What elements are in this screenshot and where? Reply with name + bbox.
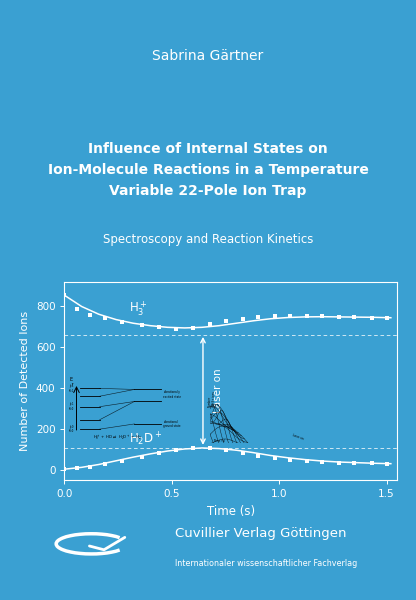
Text: Internationaler wissenschaftlicher Fachverlag: Internationaler wissenschaftlicher Fachv… <box>175 559 357 568</box>
Text: Laser on: Laser on <box>213 368 223 413</box>
Text: vibrationally
excited state: vibrationally excited state <box>163 391 182 399</box>
Text: ↑: ↑ <box>70 383 74 387</box>
Text: H$_2$D$^+$: H$_2$D$^+$ <box>129 431 162 448</box>
Text: J=1
K=1: J=1 K=1 <box>69 384 74 392</box>
Text: Number
of H3+ ions: Number of H3+ ions <box>208 391 216 407</box>
Text: H$_3^+$: H$_3^+$ <box>129 299 147 318</box>
Text: J=0
K=0: J=0 K=0 <box>69 425 74 433</box>
Text: vibrational
ground state: vibrational ground state <box>163 419 181 428</box>
Text: Time (s): Time (s) <box>213 439 225 443</box>
Y-axis label: Number of Detected Ions: Number of Detected Ions <box>20 311 30 451</box>
Text: Spectroscopy and Reaction Kinetics: Spectroscopy and Reaction Kinetics <box>103 233 313 247</box>
Text: Influence of Internal States on
Ion-Molecule Reactions in a Temperature
Variable: Influence of Internal States on Ion-Mole… <box>47 142 369 197</box>
Text: Laser on: Laser on <box>292 433 304 441</box>
Text: E: E <box>70 377 73 382</box>
Text: Cuvillier Verlag Göttingen: Cuvillier Verlag Göttingen <box>175 527 346 539</box>
Text: J=1
K=0: J=1 K=0 <box>69 403 74 411</box>
Text: Sabrina Gärtner: Sabrina Gärtner <box>152 49 264 63</box>
X-axis label: Time (s): Time (s) <box>207 505 255 518</box>
Text: H$_3^+$ + HD $\rightleftharpoons$ H$_2$D$^+$ + H$_2$: H$_3^+$ + HD $\rightleftharpoons$ H$_2$D… <box>93 433 141 442</box>
